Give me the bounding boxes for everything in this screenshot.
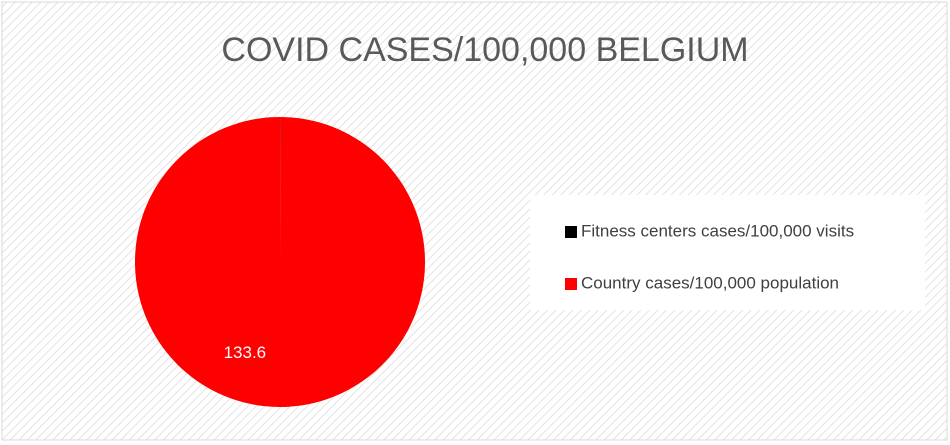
legend-swatch [565, 278, 577, 290]
legend-label: Country cases/100,000 population [581, 273, 839, 292]
pie-slice [134, 117, 425, 407]
legend-swatch [565, 226, 577, 238]
legend-label: Fitness centers cases/100,000 visits [581, 221, 854, 240]
data-label: 133.6 [224, 343, 267, 362]
chart-title: COVID CASES/100,000 BELGIUM [221, 31, 748, 69]
legend-box [530, 195, 925, 310]
